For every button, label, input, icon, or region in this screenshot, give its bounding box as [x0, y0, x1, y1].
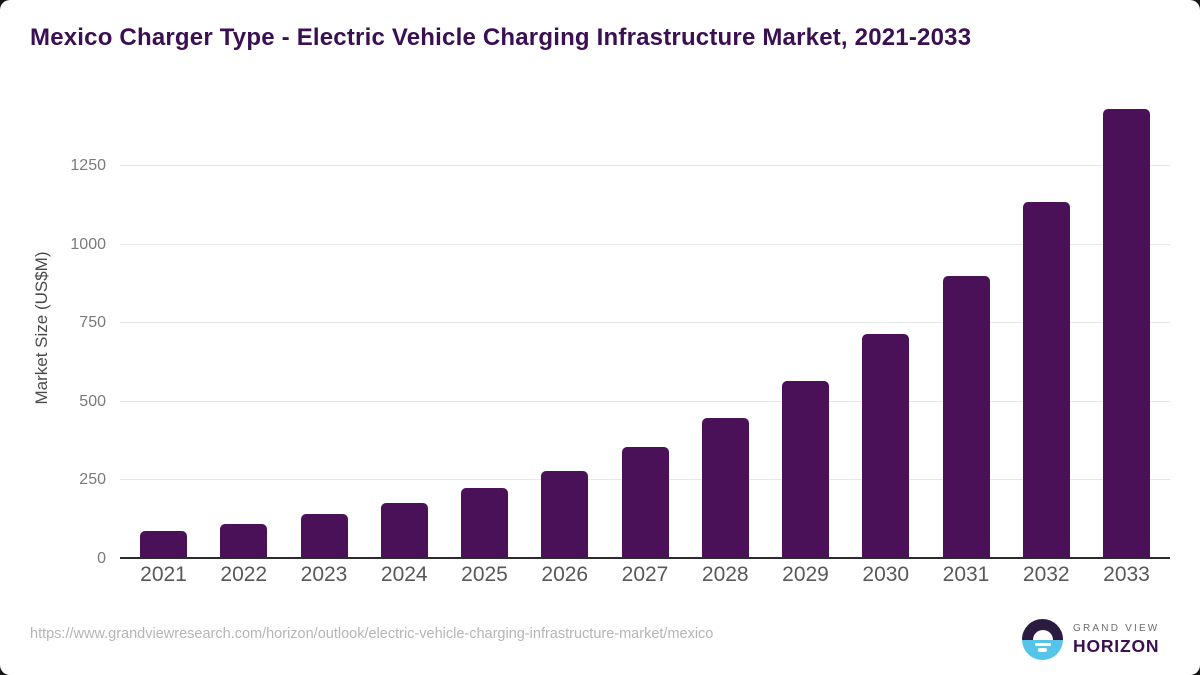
x-tick-label-2031: 2031: [942, 563, 990, 586]
logo-grand-view-text: GRAND VIEW: [1073, 622, 1160, 634]
bar-2030: [862, 334, 910, 557]
gridline-1250: [120, 165, 1170, 167]
page-title: Mexico Charger Type - Electric Vehicle C…: [30, 24, 972, 51]
bar-2022: [220, 524, 268, 557]
bar-2028: [701, 418, 749, 557]
y-tick-label-500: 500: [79, 392, 106, 410]
bar-2027: [621, 447, 669, 557]
y-tick-label-250: 250: [79, 471, 106, 489]
x-axis-line: [120, 557, 1170, 559]
x-tick-label-2026: 2026: [541, 563, 589, 586]
y-tick-label-0: 0: [97, 550, 106, 567]
bar-2031: [942, 276, 990, 557]
logo-wordmark: GRAND VIEW HORIZON: [1073, 623, 1159, 657]
grand-view-horizon-logo-icon: [1022, 619, 1063, 660]
bar-2026: [541, 471, 589, 557]
brand-logo: GRAND VIEW HORIZON: [1022, 619, 1159, 660]
x-tick-label-2033: 2033: [1103, 563, 1150, 586]
logo-sun-icon: [1032, 629, 1053, 640]
gridline-500: [120, 400, 1170, 402]
x-tick-label-2025: 2025: [461, 563, 508, 586]
logo-sky-half: [1022, 619, 1063, 640]
bar-2021: [140, 531, 187, 557]
x-tick-label-2032: 2032: [1022, 563, 1070, 586]
y-tick-label-1250: 1250: [70, 157, 106, 175]
bar-2024: [380, 503, 428, 557]
x-tick-label-2029: 2029: [782, 563, 829, 586]
logo-horizon-line2-icon: [1038, 648, 1047, 652]
bar-2025: [461, 488, 508, 557]
bar-2023: [300, 514, 348, 557]
y-axis-title: Market Size (US$M): [32, 251, 51, 405]
logo-horizon-text: HORIZON: [1073, 635, 1160, 656]
x-tick-label-2022: 2022: [220, 563, 268, 586]
x-tick-label-2023: 2023: [300, 563, 348, 586]
gridline-750: [120, 322, 1170, 324]
x-tick-label-2028: 2028: [701, 563, 749, 586]
x-tick-label-2021: 2021: [140, 563, 187, 586]
bar-2032: [1022, 202, 1070, 557]
x-tick-label-2030: 2030: [862, 563, 910, 586]
bar-2029: [782, 381, 829, 557]
x-tick-label-2024: 2024: [380, 563, 428, 586]
x-tick-label-2027: 2027: [621, 563, 669, 586]
logo-horizon-line-icon: [1034, 642, 1051, 646]
bar-2033: [1103, 109, 1150, 557]
y-tick-label-750: 750: [79, 314, 106, 332]
gridline-1000: [120, 243, 1170, 245]
plot-area: 0 250 500 750 1000 1250 2021 2022 2023 2024 2025 20…: [70, 100, 1170, 586]
y-tick-label-1000: 1000: [70, 235, 106, 253]
source-url: https://www.grandviewresearch.com/horizo…: [30, 626, 714, 642]
